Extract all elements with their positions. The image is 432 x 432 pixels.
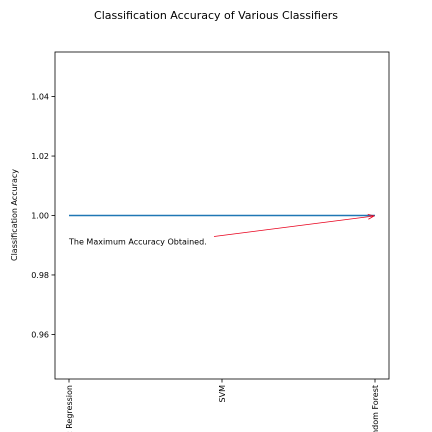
y-tick-label: 1.04 (31, 93, 49, 102)
annotation-text: The Maximum Accuracy Obtained. (68, 238, 207, 247)
y-tick-label: 0.96 (31, 330, 49, 339)
y-tick-label: 0.98 (31, 271, 49, 280)
annotation: The Maximum Accuracy Obtained. (68, 213, 376, 247)
y-axis-ticks: 0.96 0.98 1.00 1.02 1.04 (31, 93, 55, 339)
x-axis-ticks: Logistic Regression SVM Random Forest (65, 379, 380, 432)
chart-title: Classification Accuracy of Various Class… (94, 9, 338, 22)
annotation-arrowhead (367, 213, 376, 220)
x-tick-label: Random Forest (371, 385, 380, 432)
y-tick-label: 1.00 (31, 212, 49, 221)
x-tick-label: SVM (218, 385, 227, 403)
x-tick-label: Logistic Regression (65, 385, 74, 432)
y-tick-label: 1.02 (31, 152, 49, 161)
annotation-arrow (213, 215, 375, 237)
y-axis-label: Classification Accuracy (10, 169, 19, 261)
